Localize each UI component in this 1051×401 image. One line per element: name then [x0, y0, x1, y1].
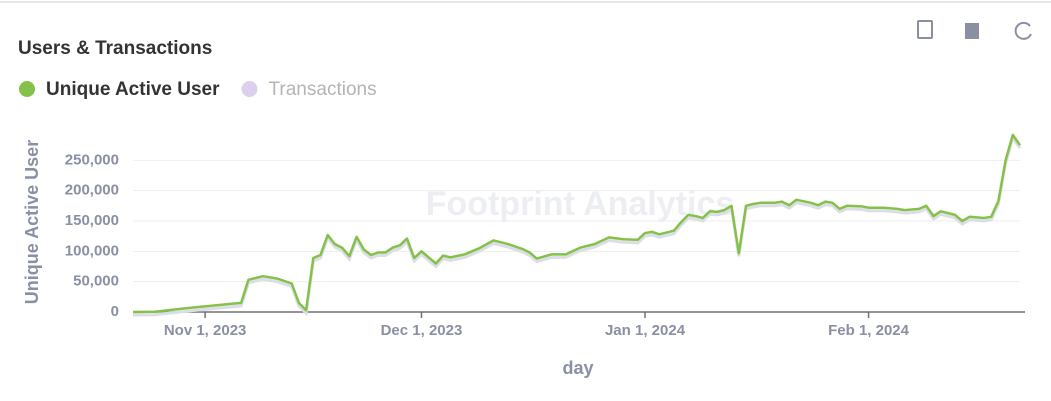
legend-marker	[241, 81, 258, 97]
chart-title: Users & Transactions	[18, 38, 212, 59]
watermark: Footprint Analytics	[426, 185, 735, 223]
x-tick-label: Dec 1, 2023	[381, 322, 463, 339]
table-icon[interactable]	[917, 20, 933, 39]
legend-marker	[19, 81, 35, 97]
y-tick-label: 100,000	[65, 242, 119, 259]
y-tick-label: 50,000	[73, 273, 119, 290]
y-tick-label: 200,000	[65, 182, 119, 199]
x-axis-label: day	[562, 358, 593, 378]
legend-label[interactable]: Transactions	[269, 79, 377, 100]
refresh-icon[interactable]	[1014, 21, 1032, 40]
x-tick-label: Jan 1, 2024	[605, 322, 686, 339]
y-tick-label: 150,000	[65, 212, 119, 229]
copy-icon[interactable]	[965, 23, 979, 39]
y-axis-label: Unique Active User	[22, 140, 42, 304]
x-tick-label: Nov 1, 2023	[164, 322, 247, 339]
toolbar	[917, 20, 1032, 40]
legend-label[interactable]: Unique Active User	[46, 79, 220, 100]
x-tick-label: Feb 1, 2024	[828, 322, 910, 339]
line-shadow	[132, 134, 1022, 317]
line	[132, 133, 1022, 314]
y-tick-label: 0	[111, 303, 119, 320]
y-tick-label: 250,000	[65, 151, 119, 168]
